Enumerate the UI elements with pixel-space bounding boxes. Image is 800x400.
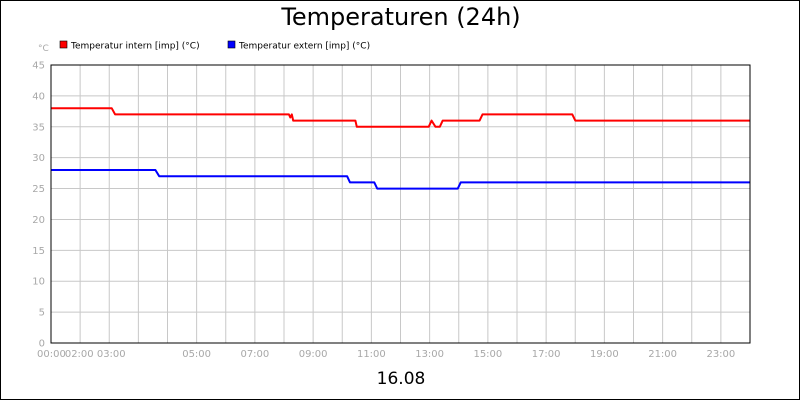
x-tick-label: 07:00: [240, 349, 269, 360]
series-line-1: [51, 169, 750, 190]
x-tick-label: 13:00: [415, 349, 444, 360]
x-tick-label: 11:00: [357, 349, 386, 360]
x-tick-label: 02:00 03:00: [65, 349, 126, 360]
x-tick-label: 19:00: [590, 349, 619, 360]
y-tick-label: 25: [32, 184, 45, 195]
x-tick-label: 05:00: [182, 349, 211, 360]
x-tick-label: 21:00: [648, 349, 677, 360]
y-tick-label: 45: [32, 61, 45, 72]
y-tick-label: 10: [32, 277, 45, 288]
plot-border: [50, 64, 751, 344]
x-tick-label: 17:00: [532, 349, 561, 360]
y-tick-label: 0: [39, 339, 45, 350]
legend-label: Temperatur intern [imp] (°C): [70, 42, 200, 52]
x-tick-label: 00:00: [37, 349, 66, 360]
y-tick-label: 5: [39, 308, 45, 319]
y-axis-unit: °C: [38, 44, 49, 54]
x-tick-label: 23:00: [706, 349, 735, 360]
vertical-gridlines: [79, 65, 722, 343]
legend: Temperatur intern [imp] (°C) Temperatur e…: [59, 40, 370, 52]
y-tick-label: 15: [32, 246, 45, 257]
legend-label: Temperatur extern [imp] (°C): [238, 42, 370, 52]
legend-swatch: [227, 40, 236, 49]
y-tick-label: 20: [32, 215, 45, 226]
chart-title: Temperaturen (24h): [281, 3, 521, 31]
y-tick-label: 40: [32, 91, 45, 102]
legend-swatch: [59, 40, 68, 49]
series-line-0: [51, 107, 750, 128]
x-tick-labels: 00:00 02:00 03:00 05:00 07:00 09:00 11:00 13:0…: [37, 349, 735, 360]
y-tick-label: 35: [32, 122, 45, 133]
date-label: 16.08: [376, 369, 426, 389]
series-lines: [51, 107, 750, 190]
y-tick-label: 30: [32, 153, 45, 164]
x-tick-label: 15:00: [473, 349, 502, 360]
y-tick-labels: 0 5 10 15 20 25 30 35 40 45: [32, 61, 45, 350]
x-tick-label: 09:00: [299, 349, 328, 360]
